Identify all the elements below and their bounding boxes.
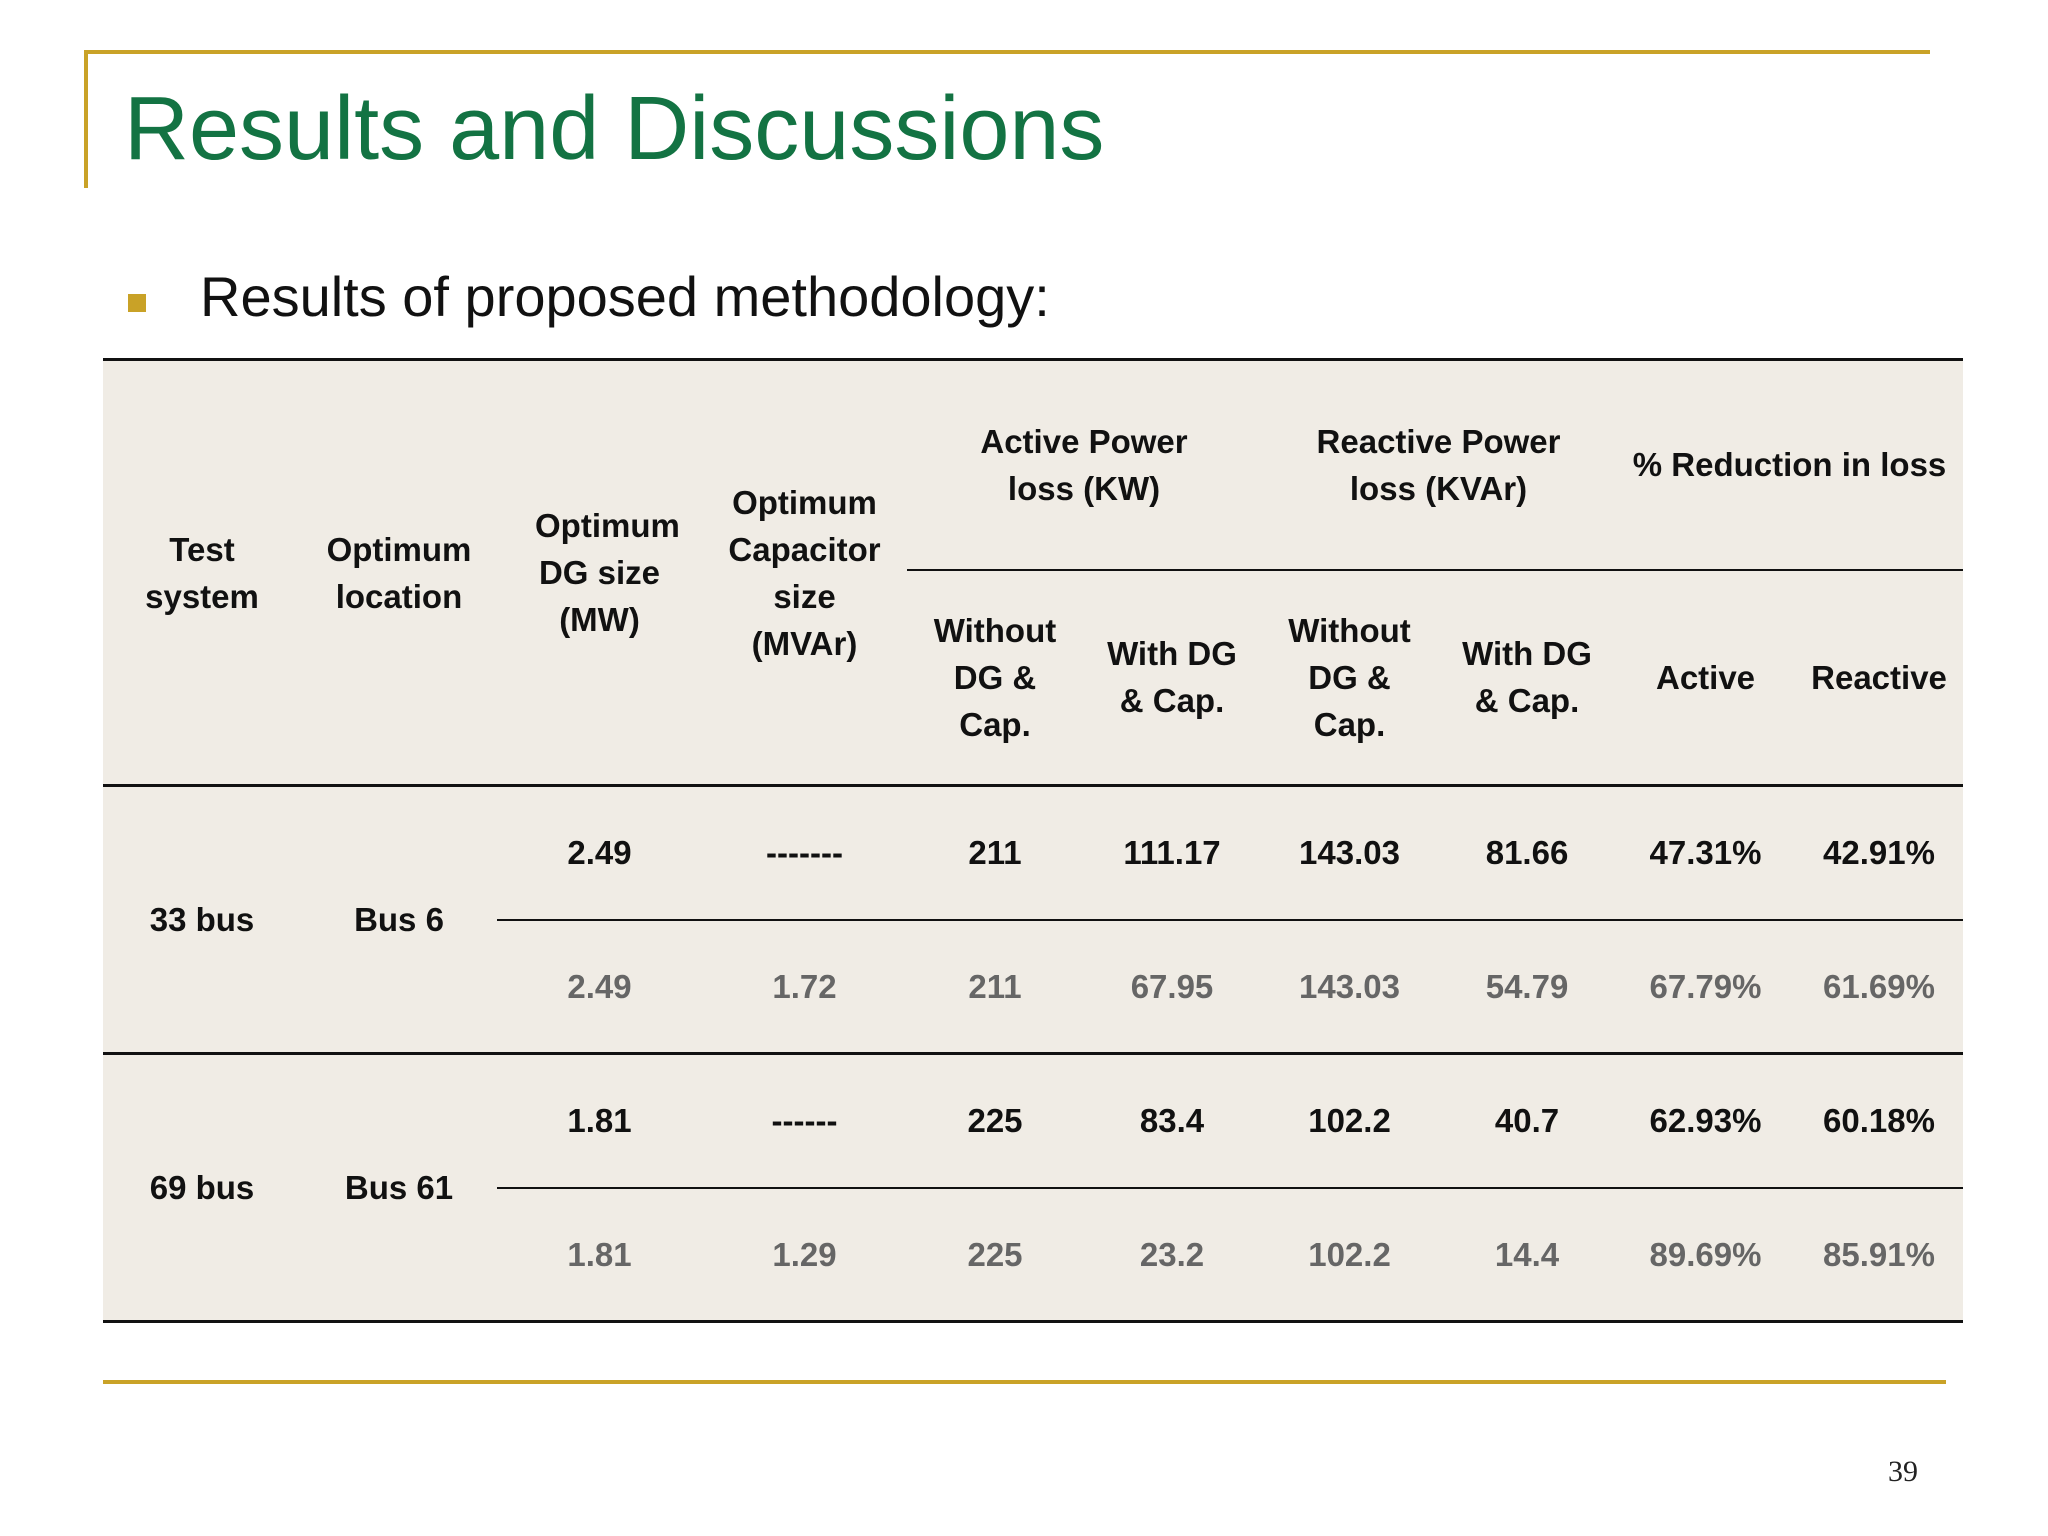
test-system-cell: 33 bus [149,901,255,938]
active-without-cell: 211 [968,834,1022,872]
title-frame-left-rule [84,50,88,188]
reduction-active-cell: 67.79% [1649,967,1762,1005]
active-with-cell: 111.17 [1123,834,1221,872]
header-reactive-without: Without DG & Cap. [1261,568,1439,786]
dg-size-cell: 2.49 [567,834,632,872]
table-row: 33 bus Bus 6 2.49 ------- 211 111.17 143… [103,785,1964,938]
reduction-reactive-cell: 60.18% [1823,1102,1935,1140]
cap-size-cell: 1.72 [772,967,837,1005]
active-without-cell: 225 [967,1235,1023,1273]
location-cell: Bus 61 [344,1169,454,1206]
header-active-power-loss: Active Power loss (KW) [980,422,1188,507]
header-active-without: Without DG & Cap. [907,568,1083,786]
cap-size-cell: 1.29 [772,1235,837,1273]
test-system-cell: 69 bus [149,1169,255,1206]
active-with-cell: 23.2 [1139,1235,1205,1273]
reduction-active-cell: 47.31% [1649,834,1762,872]
header-reactive-power-loss: Reactive Power loss (KVAr) [1316,422,1561,507]
table-row: 2.49 1.72 211 67.95 143.03 54.79 67.79% … [103,919,1964,1054]
header-reduction-reactive: Reactive [1795,568,1964,786]
bullet-text: Results of proposed methodology: [200,265,1050,328]
reactive-without-cell: 102.2 [1308,1102,1391,1140]
header-reactive-with: With DG & Cap. [1438,568,1617,786]
active-without-cell: 225 [967,1102,1023,1140]
dg-size-cell: 2.49 [567,967,632,1005]
header-reduction-active: Active [1616,568,1796,786]
reduction-active-cell: 89.69% [1649,1235,1762,1273]
header-row-2: Without DG & Cap. With DG & Cap. Without… [103,568,1964,786]
results-table: Test system Optimum location Optimum DG … [103,358,1964,1323]
dg-size-cell: 1.81 [567,1102,632,1140]
reactive-with-cell: 54.79 [1485,967,1569,1005]
reduction-reactive-cell: 42.91% [1823,834,1935,872]
bullet-square-icon [128,294,146,312]
page-number: 39 [1888,1455,1918,1488]
reactive-with-cell: 40.7 [1494,1102,1560,1140]
active-without-cell: 211 [968,967,1022,1005]
cap-size-cell: ------- [766,834,843,872]
header-optimum-location: Optimum location [326,530,472,615]
table-row: 1.81 1.29 225 23.2 102.2 14.4 89.69% 85.… [103,1187,1964,1322]
table-row: 69 bus Bus 61 1.81 ------ 225 83.4 102.2… [103,1053,1964,1206]
reduction-reactive-cell: 61.69% [1823,967,1935,1005]
reduction-reactive-cell: 85.91% [1823,1235,1935,1273]
location-cell: Bus 6 [354,901,444,938]
header-row-1: Test system Optimum location Optimum DG … [103,359,1964,662]
header-reduction-in-loss: % Reduction in loss [1632,446,1947,484]
reactive-without-cell: 102.2 [1308,1235,1391,1273]
footer-rule [103,1380,1946,1384]
header-capacitor-size: Optimum Capacitor size (MVAr) [728,483,881,662]
header-test-system: Test system [145,530,259,615]
reactive-with-cell: 81.66 [1485,834,1569,872]
header-active-with: With DG & Cap. [1083,568,1262,786]
reactive-without-cell: 143.03 [1299,967,1400,1005]
reactive-with-cell: 14.4 [1494,1235,1560,1273]
cap-size-cell: ------ [771,1102,838,1140]
active-with-cell: 83.4 [1139,1102,1205,1140]
title-frame-top-rule [84,50,1930,54]
active-with-cell: 67.95 [1130,967,1214,1005]
reduction-active-cell: 62.93% [1649,1102,1762,1140]
reactive-without-cell: 143.03 [1299,834,1400,872]
slide-title: Results and Discussions [124,79,1105,179]
header-dg-size: Optimum DG size (MW) [535,507,680,638]
dg-size-cell: 1.81 [567,1235,632,1273]
